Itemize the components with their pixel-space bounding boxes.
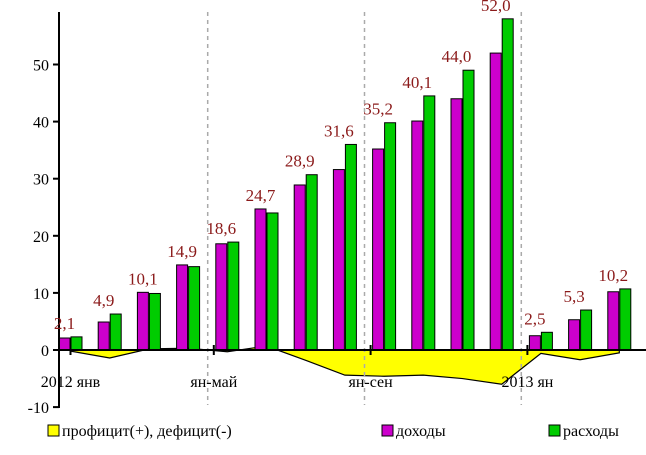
expense-bar (384, 122, 397, 351)
expense-bar (501, 18, 514, 351)
y-tick-label: 30 (33, 172, 49, 189)
data-label: 31,6 (324, 121, 354, 140)
x-tick-label: ян-май (190, 374, 237, 391)
income-bar (293, 184, 306, 351)
legend-label: расходы (563, 423, 619, 440)
axis-layer: -10 0 10 20 30 40 50 2012 янв ян-май ян-сен 2013 я… (28, 12, 646, 417)
expense-bar (266, 212, 279, 351)
expense-bar (227, 241, 240, 351)
income-bar (372, 148, 385, 351)
expense-bar (580, 309, 593, 351)
y-tick-label: 40 (33, 115, 49, 132)
separator-layer (206, 12, 523, 405)
income-bar (254, 208, 267, 351)
x-tick-label: ян-сен (348, 374, 393, 391)
legend-label: профицит(+), дефицит(-) (62, 423, 232, 440)
expense-bar (109, 313, 122, 351)
expense-bar (70, 336, 83, 351)
data-label: 24,7 (246, 186, 276, 205)
data-label: 5,3 (563, 287, 584, 306)
data-label: 40,1 (402, 73, 432, 92)
expense-bar (540, 331, 553, 351)
income-bar (176, 264, 189, 351)
expense-bar (462, 69, 475, 351)
y-tick-label: 0 (41, 343, 49, 360)
income-bar (489, 52, 502, 351)
data-label: 18,6 (206, 219, 236, 238)
data-label: 2,1 (54, 314, 75, 333)
legend-swatch (381, 424, 394, 437)
income-bar (136, 291, 149, 351)
income-bar (568, 319, 581, 351)
expense-bar (344, 143, 357, 351)
y-tick-label: 50 (33, 58, 49, 75)
label-layer: 2,1 4,9 10,1 14,9 18,6 24,7 28,9 31,6 35,2 40,1 44… (54, 0, 628, 333)
data-label: 35,2 (363, 100, 393, 119)
y-tick-label: 10 (33, 286, 49, 303)
data-label: 44,0 (442, 47, 472, 66)
data-label: 52,0 (481, 0, 511, 15)
data-label: 10,2 (598, 266, 628, 285)
data-label: 28,9 (285, 152, 315, 171)
expense-bar (619, 288, 632, 351)
income-bar (411, 120, 424, 351)
data-label: 4,9 (93, 291, 114, 310)
y-tick-label: 20 (33, 229, 49, 246)
income-bar (450, 98, 463, 351)
expense-bar (148, 292, 161, 351)
income-bar (58, 337, 71, 351)
legend: профицит(+), дефицит(-) доходы расходы (47, 423, 619, 440)
legend-swatch (548, 424, 561, 437)
legend-swatch (47, 424, 60, 437)
bar-layer (58, 18, 632, 351)
income-bar (607, 291, 620, 351)
data-label: 2,5 (524, 309, 545, 328)
income-bar (332, 169, 345, 351)
legend-label: доходы (396, 423, 446, 440)
expense-bar (305, 174, 318, 351)
income-bar (215, 243, 228, 351)
expense-bar (423, 95, 436, 351)
x-tick-label: 2012 янв (41, 374, 101, 391)
x-tick-label: 2013 ян (501, 374, 553, 391)
income-bar (97, 321, 110, 351)
data-label: 10,1 (128, 269, 158, 288)
y-tick-label: -10 (28, 400, 49, 417)
data-label: 14,9 (167, 242, 197, 261)
income-bar (528, 335, 541, 351)
expense-bar (188, 266, 201, 351)
